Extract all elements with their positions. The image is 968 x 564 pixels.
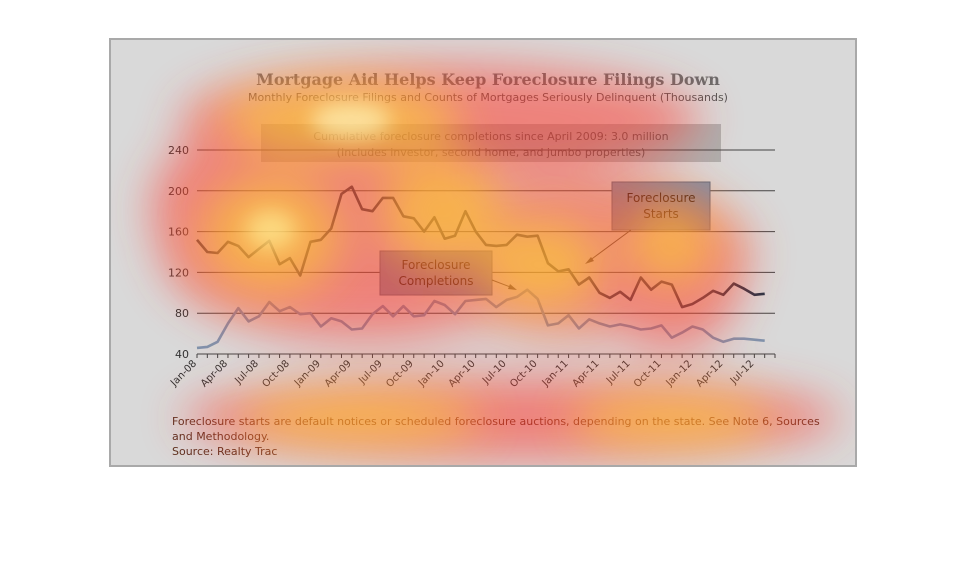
source-note: Source: Realty Trac [172, 445, 277, 458]
x-tick-label: Jul-10 [480, 358, 509, 387]
x-tick-label: Oct-08 [260, 358, 292, 390]
x-tick-label: Jan-08 [168, 358, 199, 389]
y-tick-label: 80 [175, 307, 189, 320]
y-axis-ticks: 240 200 160 120 80 40 [168, 144, 189, 361]
callout-starts-line2: Starts [643, 207, 679, 221]
y-tick-label: 160 [168, 226, 189, 239]
cumulative-note-line1: Cumulative foreclosure completions since… [313, 130, 668, 143]
footer-note-line1: Foreclosure starts are default notices o… [172, 415, 820, 428]
x-tick-label: Oct-10 [508, 358, 540, 390]
footer-note-line2: and Methodology. [172, 430, 269, 443]
chart-subtitle: Monthly Foreclosure Filings and Counts o… [248, 91, 728, 104]
x-tick-label: Jan-10 [416, 358, 447, 389]
line-chart: Mortgage Aid Helps Keep Foreclosure Fili… [168, 70, 820, 458]
y-tick-label: 240 [168, 144, 189, 157]
x-tick-label: Apr-11 [571, 358, 602, 389]
callout-starts-arrow [588, 229, 632, 262]
x-tick-label: Apr-12 [694, 358, 725, 389]
x-tick-label: Jul-12 [728, 358, 757, 387]
x-tick-label: Apr-10 [447, 358, 478, 389]
chart-title: Mortgage Aid Helps Keep Foreclosure Fili… [256, 70, 720, 89]
x-axis-ticks: Jan-08 Apr-08 Jul-08 Oct-08 Jan-09 Apr-09 Jul-… [168, 354, 776, 390]
x-tick-label: Jul-08 [232, 358, 261, 387]
x-tick-label: Jul-09 [356, 358, 385, 387]
x-tick-label: Oct-11 [632, 358, 664, 390]
y-tick-label: 120 [168, 266, 189, 279]
callout-completions-arrowhead [508, 284, 517, 290]
x-tick-label: Jan-12 [664, 358, 695, 389]
callout-starts-box [611, 181, 711, 231]
x-tick-label: Jan-11 [540, 358, 571, 389]
x-tick-label: Apr-08 [199, 358, 230, 389]
callout-starts-line1: Foreclosure [626, 191, 695, 205]
callout-completions-line1: Foreclosure [401, 258, 470, 272]
x-tick-label: Jul-11 [604, 358, 633, 387]
callout-completions-line2: Completions [399, 274, 474, 288]
x-tick-label: Jan-09 [292, 358, 323, 389]
y-tick-label: 200 [168, 185, 189, 198]
cumulative-note-line2: (Includes investor, second home, and jum… [337, 146, 646, 159]
x-tick-label: Oct-09 [384, 358, 416, 390]
y-tick-label: 40 [175, 348, 189, 361]
chart-frame: Mortgage Aid Helps Keep Foreclosure Fili… [109, 38, 857, 467]
x-tick-label: Apr-09 [323, 358, 354, 389]
